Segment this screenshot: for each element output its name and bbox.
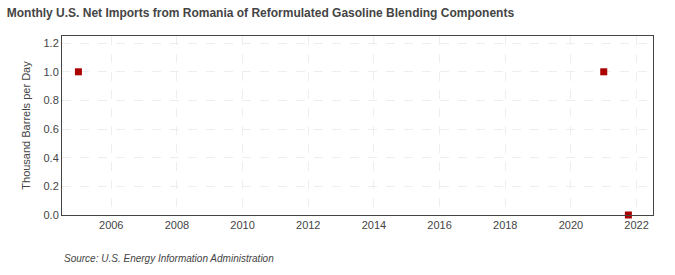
svg-text:0.2: 0.2: [44, 180, 59, 192]
svg-text:2016: 2016: [427, 219, 451, 231]
svg-text:0.6: 0.6: [44, 123, 59, 135]
svg-text:2010: 2010: [230, 219, 254, 231]
svg-text:2008: 2008: [165, 219, 189, 231]
svg-text:Source: U.S. Energy Informatio: Source: U.S. Energy Information Administ…: [64, 253, 274, 264]
svg-text:Thousand Barrels per Day: Thousand Barrels per Day: [20, 61, 32, 190]
svg-text:2014: 2014: [362, 219, 386, 231]
svg-text:2020: 2020: [559, 219, 583, 231]
svg-text:0.8: 0.8: [44, 94, 59, 106]
svg-text:0.0: 0.0: [44, 209, 59, 221]
svg-text:Monthly U.S. Net Imports from: Monthly U.S. Net Imports from Romania of…: [7, 6, 515, 20]
svg-text:0.4: 0.4: [44, 152, 59, 164]
svg-text:2006: 2006: [99, 219, 123, 231]
svg-text:2022: 2022: [624, 219, 648, 231]
svg-text:1.2: 1.2: [44, 37, 59, 49]
svg-text:1.0: 1.0: [44, 66, 59, 78]
svg-text:2012: 2012: [296, 219, 320, 231]
svg-text:2018: 2018: [493, 219, 517, 231]
